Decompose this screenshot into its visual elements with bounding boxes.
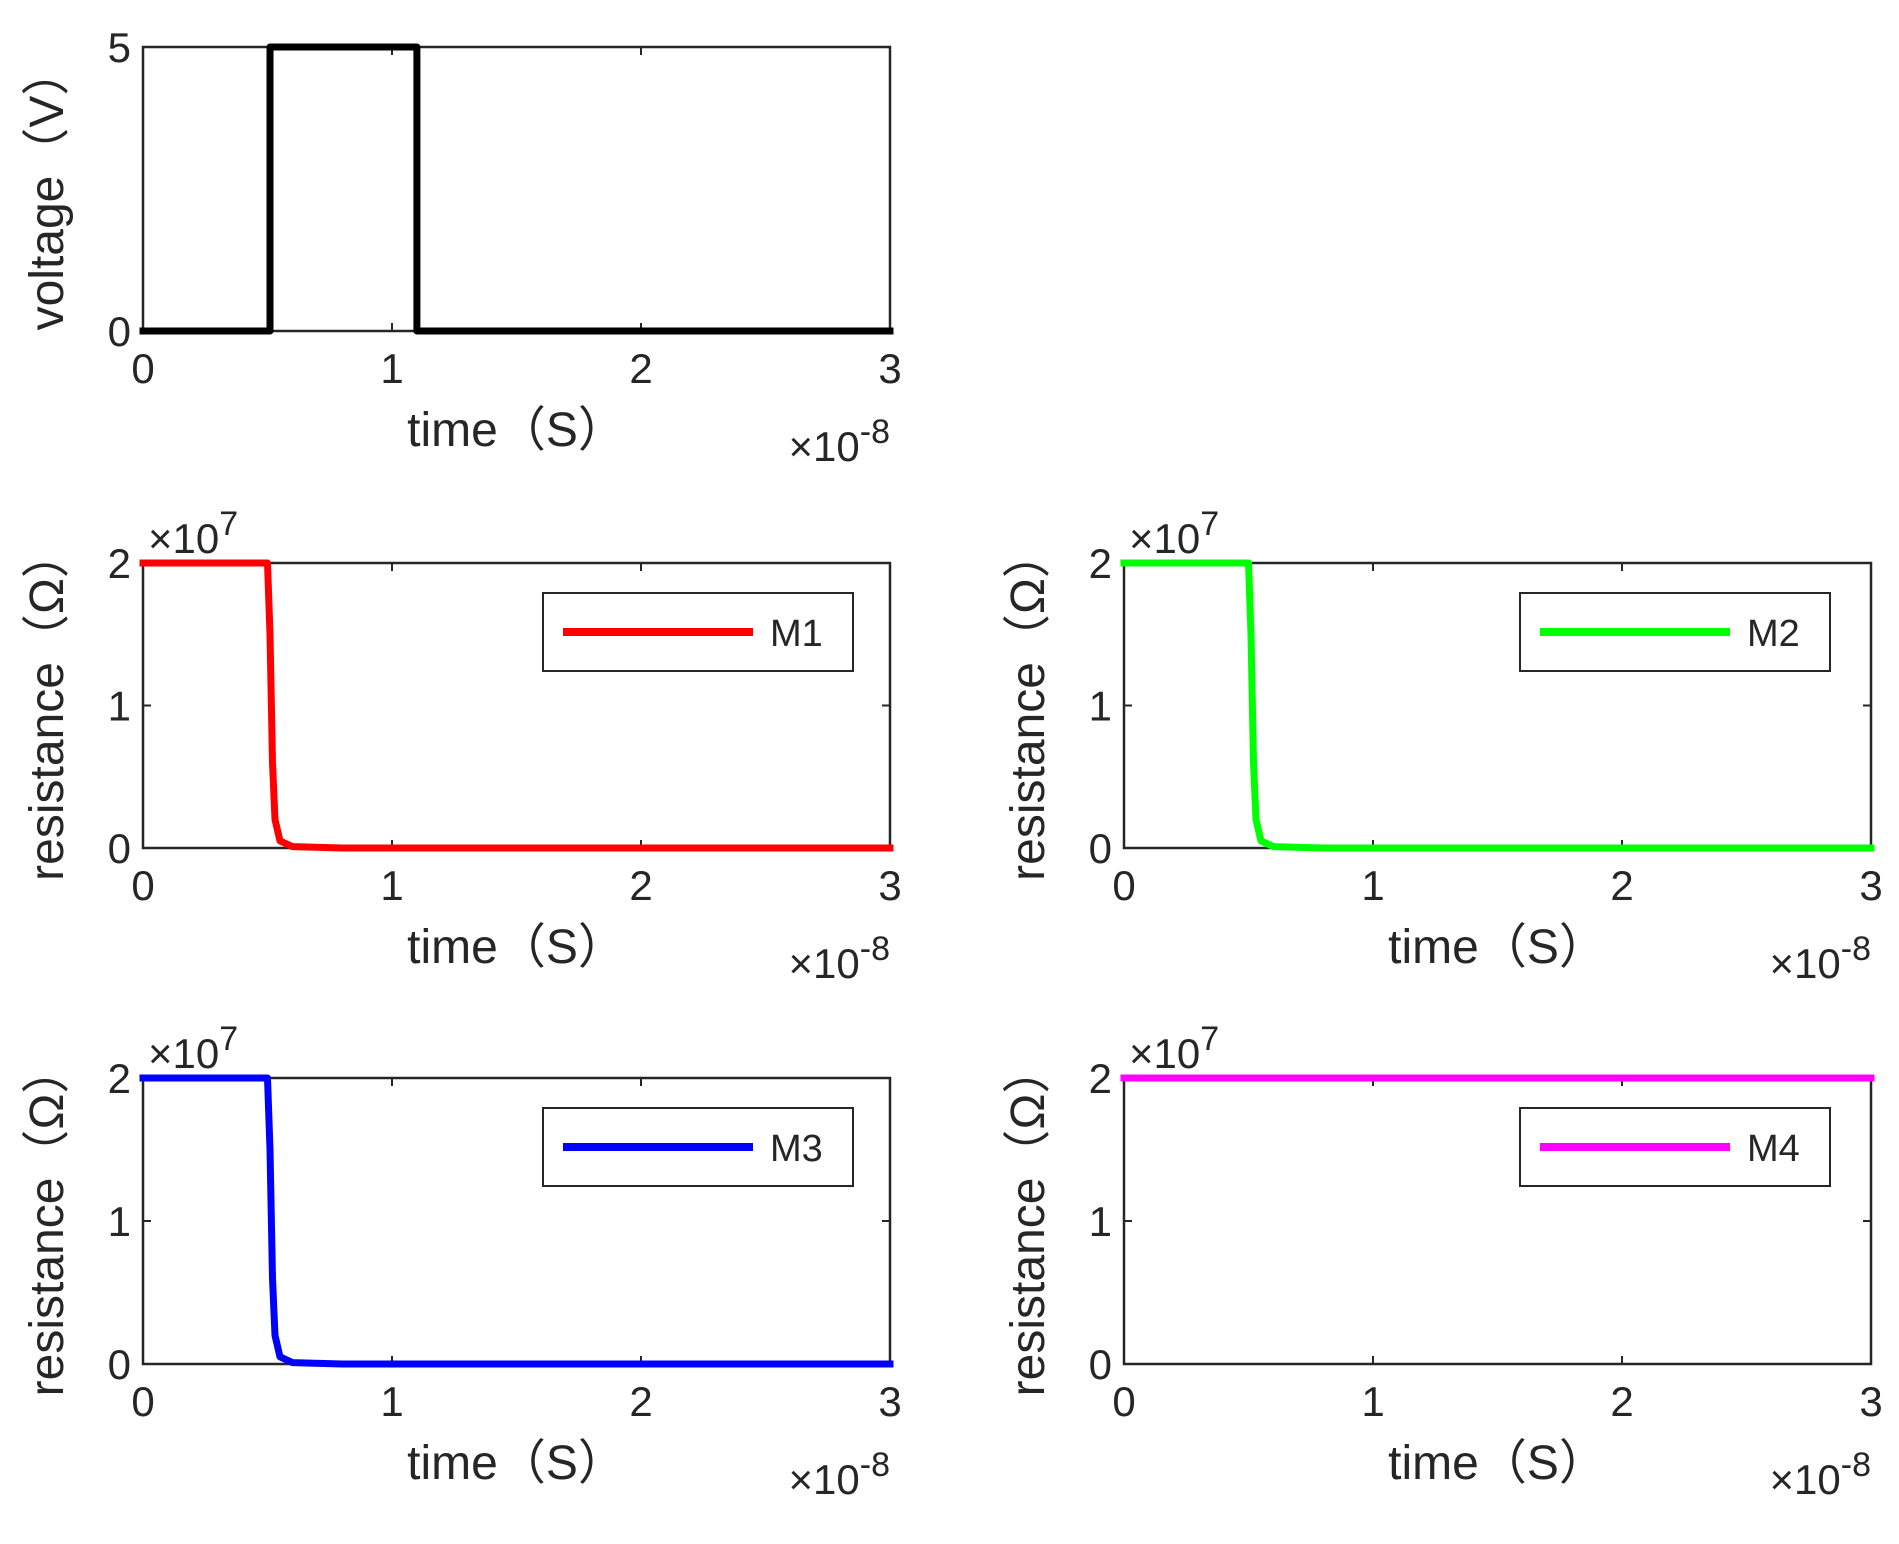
x-axis-label: time（S） — [407, 404, 626, 457]
legend: M2 — [1519, 592, 1831, 672]
y-tick-label: 0 — [108, 1341, 131, 1388]
y-axis-label: resistance（Ω） — [1002, 1046, 1055, 1397]
legend-label: M2 — [1747, 613, 1800, 655]
x-multiplier-exponent: -8 — [1841, 1446, 1871, 1484]
y-tick-label: 0 — [108, 308, 131, 355]
x-axis-multiplier: ×10-8 — [789, 1446, 890, 1503]
legend: M4 — [1519, 1107, 1831, 1187]
y-tick-label: 1 — [108, 1198, 131, 1245]
x-tick-label: 2 — [629, 862, 652, 909]
x-tick-label: 1 — [380, 862, 403, 909]
axes-box — [141, 45, 892, 333]
y-tick-label: 2 — [1089, 1055, 1112, 1102]
x-multiplier-base: ×10 — [789, 423, 860, 470]
x-tick-label: 1 — [380, 1378, 403, 1425]
chart-voltage: 0 1 2 3 0 5 time（S） voltage（V） ×10-8 — [21, 24, 902, 470]
legend-label: M3 — [770, 1128, 823, 1170]
y-axis-multiplier: ×107 — [1129, 505, 1219, 562]
x-multiplier-exponent: -8 — [860, 930, 890, 968]
y-tick-label: 0 — [108, 825, 131, 872]
x-tick-label: 0 — [131, 345, 154, 392]
series-line-m2 — [1120, 559, 1875, 852]
legend: M3 — [542, 1107, 854, 1187]
y-multiplier-exponent: 7 — [1200, 505, 1219, 543]
x-tick-label: 2 — [1610, 862, 1633, 909]
y-multiplier-base: ×10 — [148, 1030, 219, 1077]
x-tick-label: 1 — [1361, 862, 1384, 909]
y-tick-label: 0 — [1089, 1341, 1112, 1388]
y-axis-label: resistance（Ω） — [21, 1046, 74, 1397]
y-multiplier-exponent: 7 — [1200, 1020, 1219, 1058]
y-axis-multiplier: ×107 — [148, 1020, 238, 1077]
series-line-m3 — [139, 1074, 894, 1368]
y-axis-label: resistance（Ω） — [1002, 530, 1055, 881]
x-tick-label: 0 — [131, 1378, 154, 1425]
x-tick-label: 3 — [878, 862, 901, 909]
x-tick-label: 2 — [629, 1378, 652, 1425]
x-tick-label: 0 — [131, 862, 154, 909]
series-line-m1 — [139, 559, 894, 852]
x-tick-label: 3 — [1859, 862, 1882, 909]
y-tick-label: 1 — [1089, 683, 1112, 730]
y-tick-label: 2 — [1089, 540, 1112, 587]
x-multiplier-base: ×10 — [1770, 940, 1841, 987]
y-multiplier-base: ×10 — [148, 515, 219, 562]
x-axis-label: time（S） — [1388, 921, 1607, 974]
y-axis-multiplier: ×107 — [1129, 1020, 1219, 1077]
y-multiplier-exponent: 7 — [219, 505, 238, 543]
y-multiplier-base: ×10 — [1129, 515, 1200, 562]
x-axis-label: time（S） — [407, 1437, 626, 1490]
x-axis-label: time（S） — [1388, 1437, 1607, 1490]
x-tick-label: 2 — [629, 345, 652, 392]
x-axis-multiplier: ×10-8 — [1770, 1446, 1871, 1503]
series-line-voltage — [139, 43, 894, 335]
x-tick-label: 3 — [878, 345, 901, 392]
x-multiplier-base: ×10 — [789, 1456, 860, 1503]
x-axis-multiplier: ×10-8 — [1770, 930, 1871, 987]
x-tick-label: 0 — [1112, 862, 1135, 909]
x-axis-label: time（S） — [407, 921, 626, 974]
y-axis-label: voltage（V） — [21, 48, 74, 331]
x-multiplier-exponent: -8 — [1841, 930, 1871, 968]
legend-label: M4 — [1747, 1128, 1800, 1170]
y-axis-multiplier: ×107 — [148, 505, 238, 562]
x-axis-multiplier: ×10-8 — [789, 930, 890, 987]
x-multiplier-exponent: -8 — [860, 1446, 890, 1484]
y-axis-label: resistance（Ω） — [21, 530, 74, 881]
y-tick-label: 2 — [108, 540, 131, 587]
x-multiplier-base: ×10 — [789, 940, 860, 987]
x-tick-label: 3 — [1859, 1378, 1882, 1425]
y-tick-label: 5 — [108, 24, 131, 71]
y-multiplier-exponent: 7 — [219, 1020, 238, 1058]
y-tick-label: 1 — [1089, 1198, 1112, 1245]
x-multiplier-exponent: -8 — [860, 413, 890, 451]
y-tick-label: 0 — [1089, 825, 1112, 872]
x-tick-label: 0 — [1112, 1378, 1135, 1425]
x-tick-label: 3 — [878, 1378, 901, 1425]
x-axis-multiplier: ×10-8 — [789, 413, 890, 470]
x-tick-label: 1 — [380, 345, 403, 392]
x-multiplier-base: ×10 — [1770, 1456, 1841, 1503]
x-tick-label: 2 — [1610, 1378, 1633, 1425]
y-tick-label: 2 — [108, 1055, 131, 1102]
legend: M1 — [542, 592, 854, 672]
x-tick-label: 1 — [1361, 1378, 1384, 1425]
y-multiplier-base: ×10 — [1129, 1030, 1200, 1077]
y-tick-label: 1 — [108, 683, 131, 730]
legend-label: M1 — [770, 613, 823, 655]
